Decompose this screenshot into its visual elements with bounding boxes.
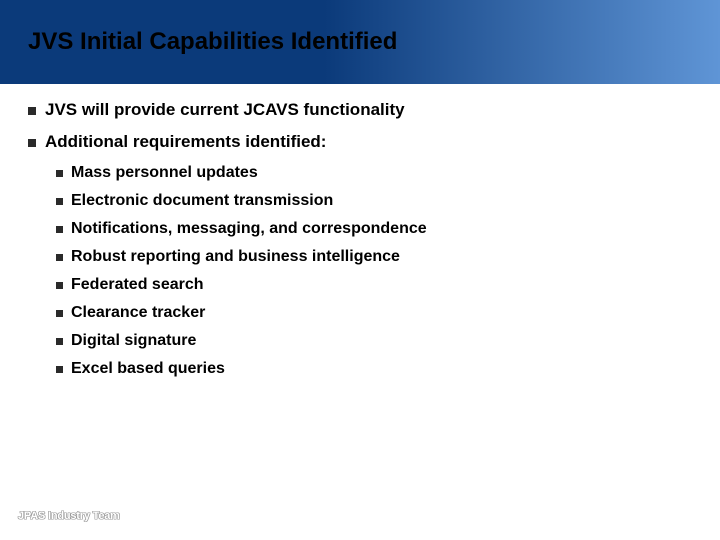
bullet-square-icon: [56, 338, 63, 345]
bullet-text: Notifications, messaging, and correspond…: [71, 220, 427, 238]
content-area: JVS will provide current JCAVS functiona…: [0, 84, 720, 378]
bullet-square-icon: [56, 366, 63, 373]
slide-title: JVS Initial Capabilities Identified: [28, 28, 397, 56]
title-bar: JVS Initial Capabilities Identified: [0, 0, 720, 84]
bullet-square-icon: [56, 226, 63, 233]
bullet-level2: Robust reporting and business intelligen…: [56, 248, 720, 266]
bullet-text: Additional requirements identified:: [45, 132, 326, 152]
bullet-square-icon: [56, 282, 63, 289]
footer-label: JPAS Industry Team: [18, 510, 120, 522]
bullet-level1: Additional requirements identified:: [28, 132, 720, 152]
bullet-square-icon: [56, 198, 63, 205]
bullet-text: Federated search: [71, 276, 204, 294]
bullet-text: Robust reporting and business intelligen…: [71, 248, 400, 266]
bullet-square-icon: [28, 139, 36, 147]
bullet-level2: Digital signature: [56, 332, 720, 350]
bullet-level2: Notifications, messaging, and correspond…: [56, 220, 720, 238]
bullet-text: Clearance tracker: [71, 304, 205, 322]
bullet-text: Mass personnel updates: [71, 164, 258, 182]
bullet-square-icon: [28, 107, 36, 115]
bullet-square-icon: [56, 254, 63, 261]
bullet-text: JVS will provide current JCAVS functiona…: [45, 100, 405, 120]
bullet-level2: Mass personnel updates: [56, 164, 720, 182]
bullet-square-icon: [56, 170, 63, 177]
bullet-level2: Excel based queries: [56, 360, 720, 378]
bullet-square-icon: [56, 310, 63, 317]
bullet-level1: JVS will provide current JCAVS functiona…: [28, 100, 720, 120]
bullet-text: Excel based queries: [71, 360, 225, 378]
bullet-level2: Clearance tracker: [56, 304, 720, 322]
bullet-text: Electronic document transmission: [71, 192, 333, 210]
bullet-level2: Electronic document transmission: [56, 192, 720, 210]
bullet-level2: Federated search: [56, 276, 720, 294]
bullet-text: Digital signature: [71, 332, 196, 350]
